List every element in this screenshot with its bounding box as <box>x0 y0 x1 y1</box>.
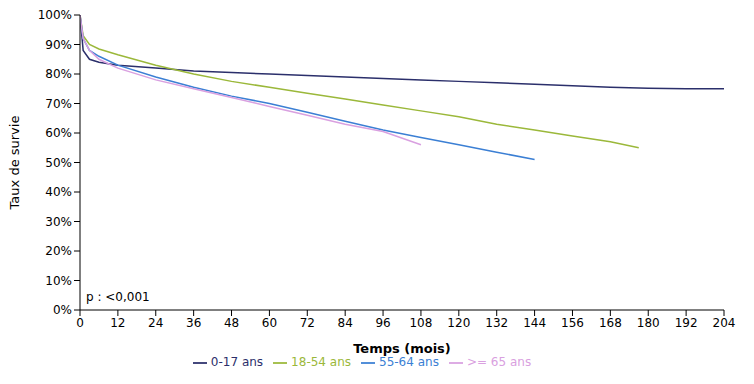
svg-text:0: 0 <box>76 316 84 330</box>
svg-text:20%: 20% <box>45 244 72 258</box>
svg-text:80%: 80% <box>45 67 72 81</box>
html-text:p : <0,001: p : <0,001 <box>86 290 150 304</box>
svg-text:180: 180 <box>637 316 660 330</box>
svg-text:108: 108 <box>409 316 432 330</box>
svg-text:Temps (mois): Temps (mois) <box>353 341 451 356</box>
html-text:>= 65 ans: >= 65 ans <box>466 355 532 369</box>
svg-text:84: 84 <box>338 316 353 330</box>
svg-text:60%: 60% <box>45 126 72 140</box>
svg-text:60: 60 <box>262 316 277 330</box>
svg-text:Taux de survie: Taux de survie <box>7 116 22 211</box>
html-text:18-54 ans: 18-54 ans <box>291 355 351 369</box>
svg-text:24: 24 <box>148 316 163 330</box>
svg-text:12: 12 <box>110 316 125 330</box>
svg-text:50%: 50% <box>45 156 72 170</box>
svg-text:40%: 40% <box>45 185 72 199</box>
svg-text:36: 36 <box>186 316 201 330</box>
svg-text:48: 48 <box>224 316 239 330</box>
svg-text:10%: 10% <box>45 274 72 288</box>
svg-text:156: 156 <box>561 316 584 330</box>
svg-text:90%: 90% <box>45 38 72 52</box>
html-text:0-17 ans: 0-17 ans <box>210 355 264 369</box>
svg-text:120: 120 <box>447 316 470 330</box>
html-text:55-64 ans: 55-64 ans <box>379 355 439 369</box>
svg-text:70%: 70% <box>45 97 72 111</box>
svg-text:100%: 100% <box>38 8 72 22</box>
svg-text:72: 72 <box>300 316 315 330</box>
svg-text:0%: 0% <box>53 303 72 317</box>
svg-text:30%: 30% <box>45 215 72 229</box>
svg-text:96: 96 <box>375 316 390 330</box>
svg-text:192: 192 <box>675 316 698 330</box>
svg-text:168: 168 <box>599 316 622 330</box>
svg-text:132: 132 <box>485 316 508 330</box>
svg-text:144: 144 <box>523 316 546 330</box>
svg-text:204: 204 <box>713 316 736 330</box>
